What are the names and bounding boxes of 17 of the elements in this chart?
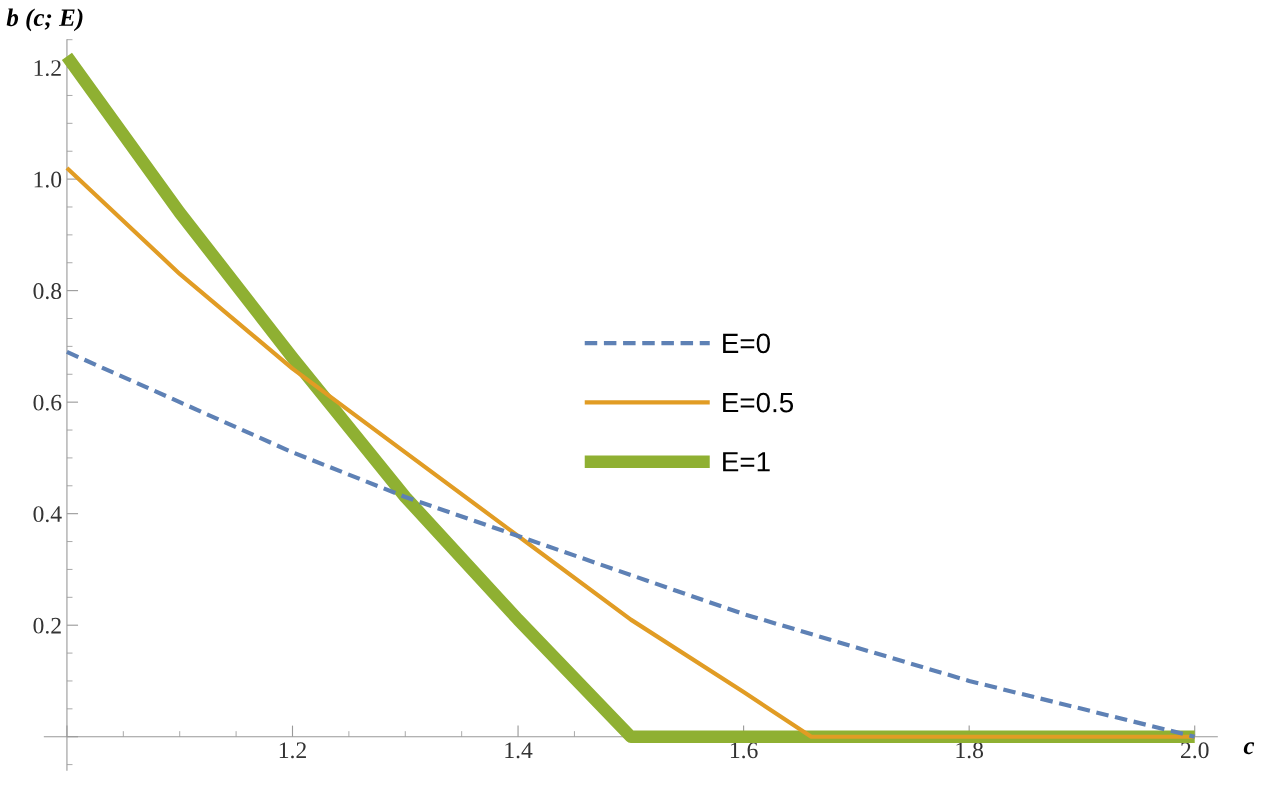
x-tick-label: 1.4 bbox=[505, 742, 533, 759]
y-tick-label: 0.6 bbox=[33, 394, 62, 411]
x-tick-label: 1.2 bbox=[279, 742, 306, 759]
y-axis-title: b (c; E) bbox=[6, 8, 83, 32]
y-tick-label: 1.2 bbox=[34, 60, 61, 77]
y-tick-label: 0.8 bbox=[33, 283, 62, 300]
x-tick-label: 1.8 bbox=[956, 742, 984, 759]
y-tick-label: 0.4 bbox=[33, 506, 62, 523]
y-tick-label: 0.2 bbox=[33, 617, 61, 634]
legend-label: E=1 bbox=[723, 452, 770, 472]
line-series bbox=[64, 165, 1197, 739]
legend-label: E=0 bbox=[723, 333, 770, 354]
legend-label: E=0.5 bbox=[723, 392, 794, 413]
x-tick-label: 2.0 bbox=[1181, 742, 1209, 759]
x-tick-label: 1.6 bbox=[730, 742, 758, 759]
y-tick-label: 1.0 bbox=[34, 171, 62, 188]
x-axis-title: c bbox=[1243, 742, 1255, 755]
